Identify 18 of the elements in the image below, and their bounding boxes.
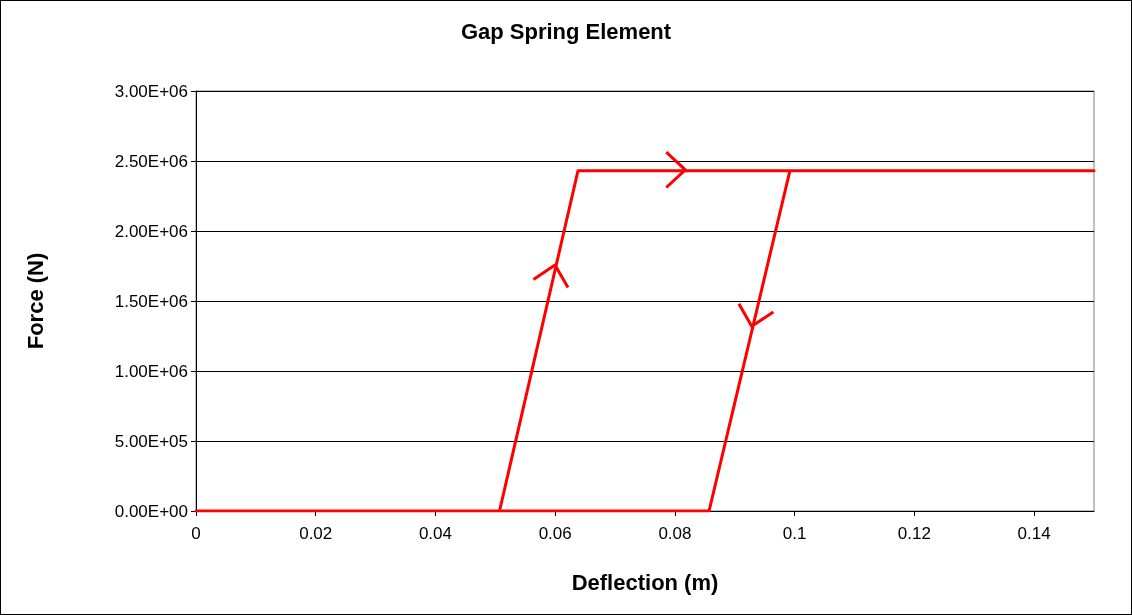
y-tick-label: 3.00E+06 xyxy=(114,81,188,101)
y-tick-label: 2.50E+06 xyxy=(114,151,188,171)
y-tick-label: 0.00E+00 xyxy=(114,501,188,521)
y-tick-label: 1.00E+06 xyxy=(114,361,188,381)
y-tick-label: 2.00E+06 xyxy=(114,221,188,241)
y-tick-label: 5.00E+05 xyxy=(114,431,188,451)
x-tick-label: 0.12 xyxy=(897,524,931,543)
x-tick-label: 0.08 xyxy=(658,524,692,543)
x-tick-label: 0.1 xyxy=(782,524,807,543)
y-tick-label: 1.50E+06 xyxy=(114,291,188,311)
x-tick-label: 0.14 xyxy=(1017,524,1051,543)
x-tick-label: 0.06 xyxy=(538,524,572,543)
x-tick-label: 0.04 xyxy=(418,524,453,543)
x-axis-title: Deflection (m) xyxy=(571,569,719,595)
x-tick-label: 0 xyxy=(191,524,201,543)
chart-title: Gap Spring Element xyxy=(460,18,672,44)
x-tick-label: 0.02 xyxy=(299,524,333,543)
y-axis-title: Force (N) xyxy=(22,252,48,350)
